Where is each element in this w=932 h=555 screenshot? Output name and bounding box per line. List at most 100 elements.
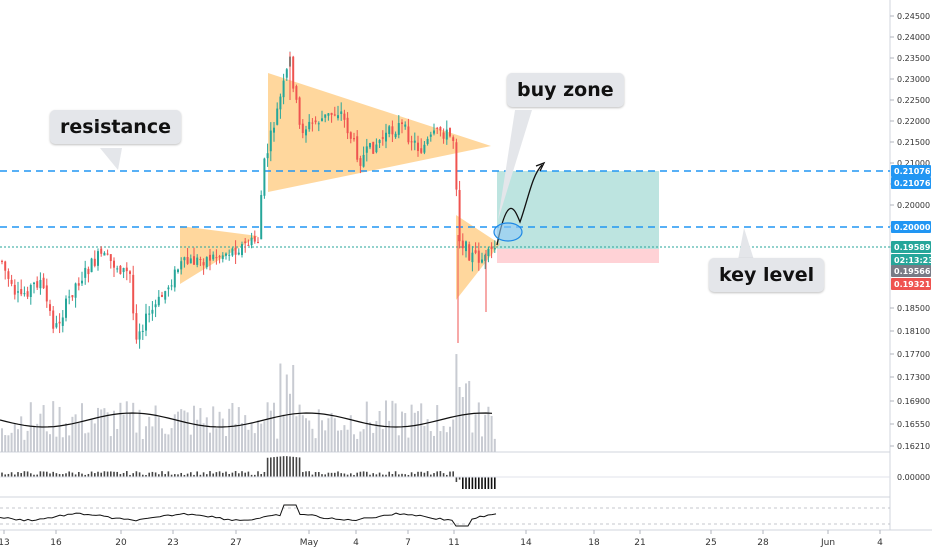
oscillator-bar [449, 471, 451, 477]
oscillator-bar [420, 471, 422, 477]
oscillator-bar [458, 477, 461, 480]
price-label-box [891, 278, 931, 290]
candle-body [10, 279, 13, 284]
y-tick-label: 0.23000 [897, 75, 930, 84]
oscillator-bar [353, 474, 355, 477]
oscillator-bar [446, 474, 448, 477]
volume-bar [26, 430, 29, 452]
volume-bar [221, 418, 224, 452]
x-tick-label: 4 [877, 538, 883, 548]
volume-bar [353, 434, 355, 452]
candle-body [487, 248, 490, 257]
candle-body [68, 296, 71, 298]
volume-bar [388, 420, 391, 452]
volume-bar [484, 414, 487, 452]
oscillator-bar [244, 472, 246, 477]
oscillator-bar [276, 456, 278, 477]
volume-bar [285, 374, 288, 452]
oscillator-bar [308, 471, 310, 477]
oscillator-bar [135, 471, 138, 477]
volume-bar [362, 429, 365, 452]
oscillator-bar [298, 457, 301, 477]
volume-bar [205, 417, 208, 452]
oscillator-bar [241, 471, 243, 477]
oscillator-bar [110, 471, 112, 477]
volume-bar [407, 437, 410, 452]
candle-body [295, 86, 298, 100]
volume-ma-line [0, 412, 493, 428]
candle-body [234, 247, 237, 255]
candle-body [436, 127, 439, 129]
candle-body [202, 262, 205, 266]
candle-body [129, 271, 131, 274]
oscillator-bar [490, 477, 493, 489]
volume-bar [234, 423, 237, 452]
oscillator-bar [238, 473, 240, 477]
candle-body [465, 241, 467, 252]
volume-bar [87, 432, 90, 452]
oscillator-bar [343, 473, 346, 477]
volume-bar [103, 408, 106, 452]
candle-body [330, 112, 333, 115]
y-tick-label: 0.21000 [897, 159, 930, 168]
volume-bar [298, 404, 301, 452]
oscillator-bar [161, 471, 163, 477]
volume-bar [436, 405, 439, 452]
candle-body [7, 271, 10, 279]
volume-bar [340, 430, 343, 452]
candle-body [468, 244, 471, 261]
candle-body [103, 252, 106, 256]
volume-bar [225, 436, 227, 452]
volume-bar [164, 433, 167, 452]
candle-body [260, 195, 263, 240]
price-label-box [891, 165, 931, 177]
volume-bar [410, 404, 413, 452]
oscillator-bar [369, 474, 371, 477]
oscillator-bar [494, 477, 496, 489]
volume-bar [135, 432, 138, 452]
volume-bar [250, 422, 253, 452]
volume-bar [55, 436, 58, 452]
volume-bar [273, 402, 275, 452]
price-label-text: 02:13:23 [894, 256, 932, 265]
candle-body [148, 313, 151, 315]
oscillator-bar [113, 471, 115, 477]
oscillator-bar [122, 472, 125, 477]
candle-body [401, 122, 403, 124]
oscillator-bar [439, 471, 442, 477]
y-tick-label: 0.16210 [897, 442, 930, 451]
oscillator-bar [14, 474, 16, 477]
volume-bar [308, 420, 311, 452]
oscillator-bar [49, 473, 51, 477]
candle-body [343, 113, 346, 120]
candle-body [100, 248, 103, 254]
x-tick-label: 13 [0, 538, 10, 548]
oscillator-bar [279, 456, 282, 477]
volume-bar [452, 419, 455, 452]
candle-body [346, 117, 349, 134]
volume-bar [1, 428, 3, 452]
candle-body [257, 242, 259, 244]
oscillator-bar [81, 473, 83, 477]
volume-bar [493, 438, 496, 452]
x-tick-label: 25 [705, 538, 716, 548]
volume-bar [401, 411, 403, 452]
resistance-callout-label: resistance [60, 116, 171, 138]
volume-bar [45, 431, 48, 452]
oscillator-bar [84, 474, 86, 477]
volume-bar [337, 430, 339, 452]
candle-body [39, 279, 42, 289]
volume-bar [81, 403, 83, 452]
candle-body [285, 69, 288, 78]
oscillator-bar [177, 474, 179, 477]
candle-body [365, 146, 368, 153]
oscillator-bar [55, 473, 58, 477]
stop-zone [497, 249, 659, 263]
oscillator-bar [266, 457, 269, 477]
candle-body [426, 138, 429, 144]
volume-bar [356, 438, 359, 452]
oscillator-bar [385, 474, 387, 477]
volume-bar [20, 416, 23, 452]
